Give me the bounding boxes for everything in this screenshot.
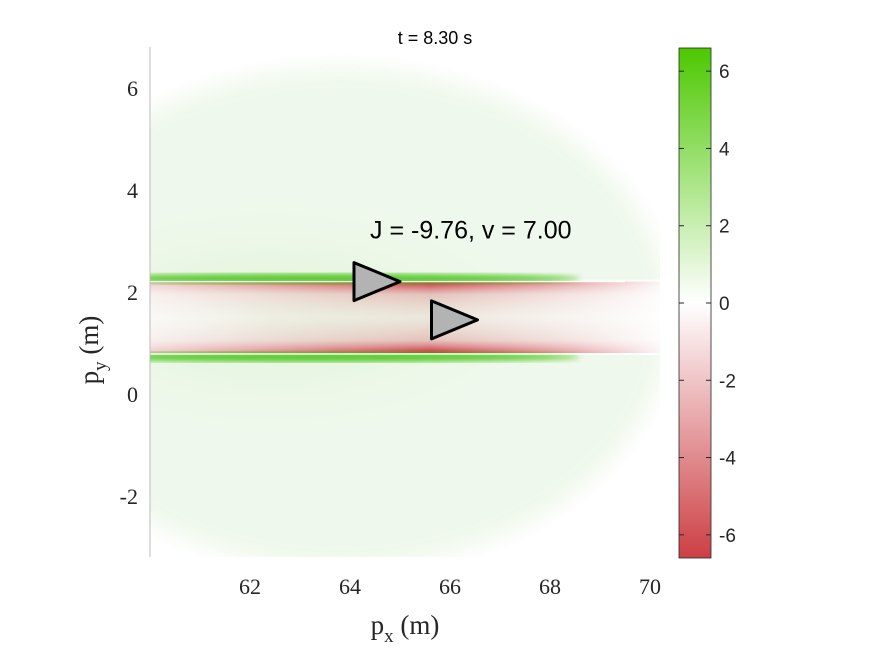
colorbar-tick-label: -4 [719, 449, 736, 470]
y-tick-label: 2 [127, 280, 138, 305]
time-label: t = 8.30 s [398, 28, 473, 48]
x-tick-label: 64 [339, 574, 361, 599]
agent-marker [430, 299, 479, 341]
annotation-label: J = -9.76, v = 7.00 [370, 216, 572, 244]
y-axis-label: py (m) [74, 316, 111, 385]
y-tick-label: 6 [127, 76, 138, 101]
colorbar-tick-label: 2 [719, 217, 730, 238]
y-tick-label: 0 [127, 382, 138, 407]
colorbar-tick-label: 6 [719, 62, 730, 83]
x-tick-label: 62 [239, 574, 261, 599]
colorbar-tick-label: -2 [719, 371, 736, 392]
x-tick-label: 66 [439, 574, 461, 599]
x-axis-ticks: 62 64 66 68 70 [239, 574, 661, 599]
x-tick-label: 68 [539, 574, 561, 599]
band-fade [150, 279, 660, 355]
heatmap-field [150, 67, 660, 557]
colorbar-ticks: 6 4 2 0 -2 -4 -6 [679, 62, 736, 547]
x-axis-label: px (m) [371, 610, 440, 647]
colorbar-tick-label: 0 [719, 294, 730, 315]
y-axis-ticks: -2 0 2 4 6 [120, 76, 138, 509]
agent-marker [352, 261, 402, 303]
y-tick-label: 4 [127, 178, 138, 203]
colorbar-tick-label: -6 [719, 526, 736, 547]
colorbar: 6 4 2 0 -2 -4 -6 [678, 47, 736, 559]
agents [352, 261, 479, 341]
x-tick-label: 70 [639, 574, 661, 599]
y-tick-label: -2 [120, 484, 138, 509]
colorbar-tick-label: 4 [719, 139, 730, 160]
